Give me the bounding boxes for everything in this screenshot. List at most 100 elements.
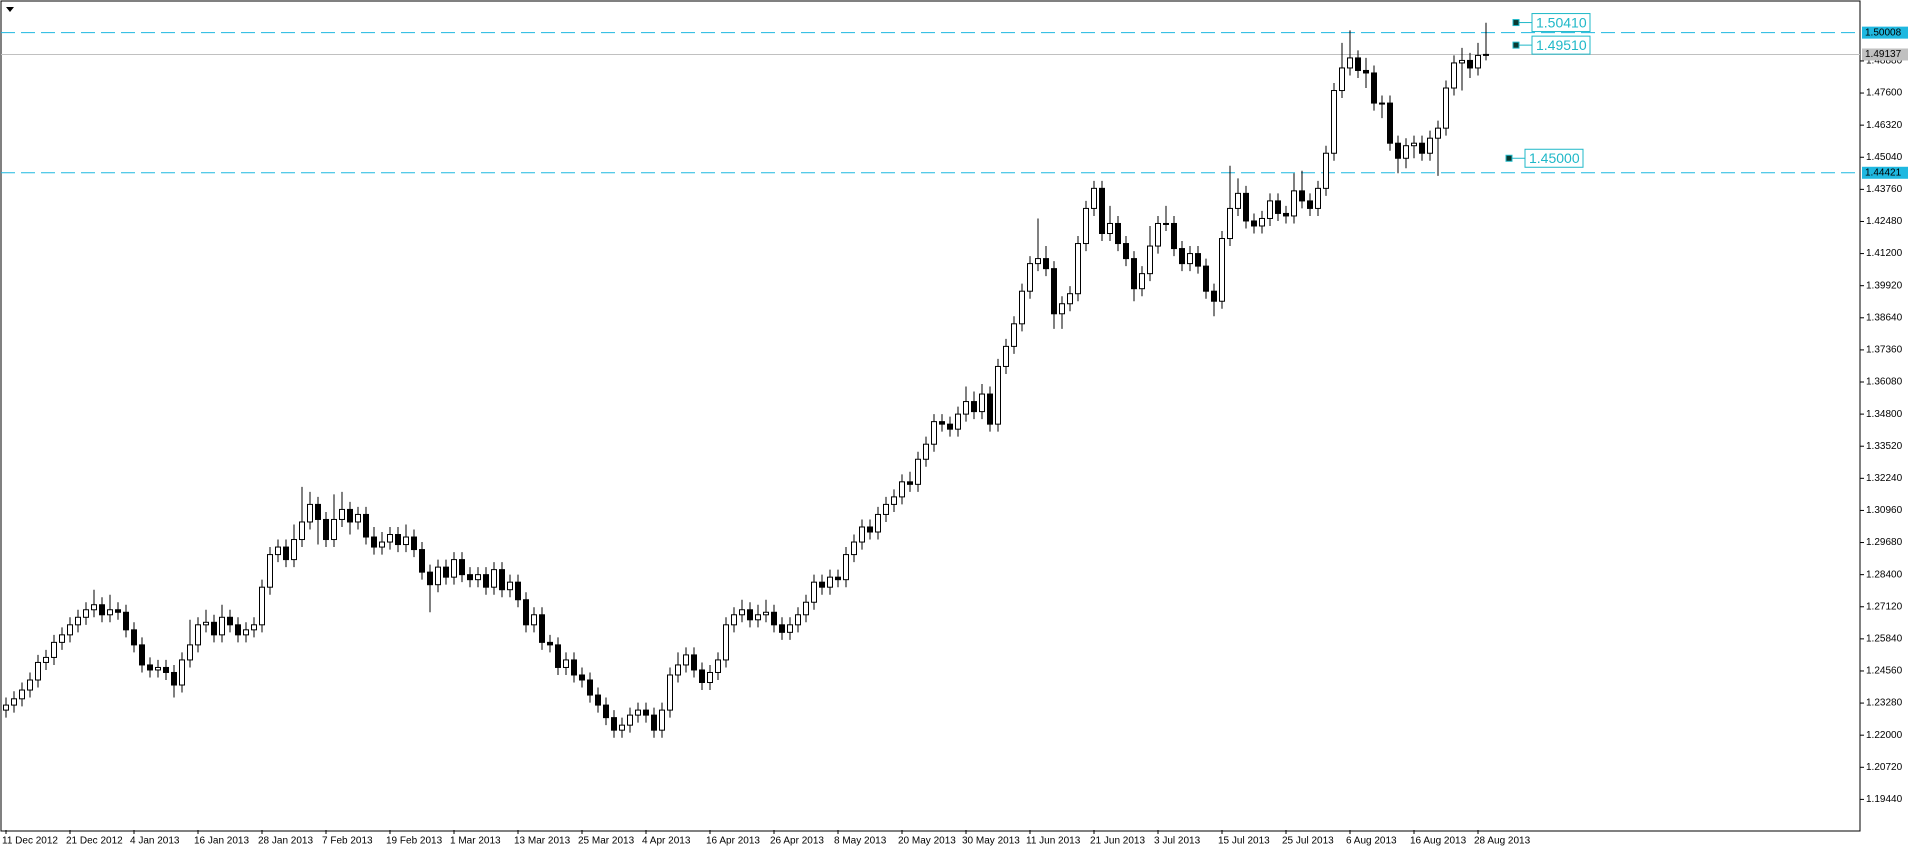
candle-body xyxy=(163,666,169,673)
candle-body xyxy=(667,674,673,711)
candle-body xyxy=(187,644,193,661)
x-tick-label: 4 Jan 2013 xyxy=(130,836,180,847)
x-tick-label: 15 Jul 2013 xyxy=(1218,836,1270,847)
candle-body xyxy=(1395,142,1401,159)
x-tick-label: 13 Mar 2013 xyxy=(514,836,571,847)
candle-body xyxy=(779,624,785,633)
x-tick-label: 21 Dec 2012 xyxy=(66,836,123,847)
candle-body xyxy=(1347,57,1353,69)
candle-body xyxy=(939,421,945,425)
y-tick-label: 1.43760 xyxy=(1866,184,1903,195)
candle-body xyxy=(315,503,321,520)
candle-body xyxy=(1043,258,1049,270)
candle-body xyxy=(875,513,881,533)
candle-body xyxy=(1075,243,1081,295)
candle-body xyxy=(1307,200,1313,209)
candle-body xyxy=(91,604,97,611)
x-tick-label: 26 Apr 2013 xyxy=(770,836,824,847)
candle-body xyxy=(1091,187,1097,209)
candle-body xyxy=(851,541,857,556)
x-tick-label: 6 Aug 2013 xyxy=(1346,836,1397,847)
annotation-box xyxy=(1531,35,1591,55)
candle-body xyxy=(1163,222,1169,225)
candle-body xyxy=(1483,53,1489,56)
candle-body xyxy=(771,611,777,626)
y-tick-label: 1.41200 xyxy=(1866,248,1903,259)
y-tick-label: 1.22000 xyxy=(1866,730,1903,741)
candle-body xyxy=(611,717,617,731)
candle-body xyxy=(443,566,449,578)
candle-body xyxy=(827,576,833,588)
candle-body xyxy=(619,724,625,731)
candle-body xyxy=(1235,192,1241,209)
candle-body xyxy=(571,659,577,676)
y-tick-label: 1.30960 xyxy=(1866,505,1903,516)
candle-body xyxy=(683,654,689,666)
price-line-label: 1.49137 xyxy=(1865,49,1902,60)
candle-body xyxy=(1139,273,1145,290)
candle-body xyxy=(355,513,361,523)
candle-body xyxy=(147,664,153,671)
candle-body xyxy=(371,536,377,548)
candle-body xyxy=(755,614,761,621)
candle-body xyxy=(651,714,657,731)
candle-body xyxy=(1299,190,1305,202)
candle-body xyxy=(411,536,417,551)
x-tick-label: 19 Feb 2013 xyxy=(386,836,443,847)
candle-body xyxy=(1171,222,1177,250)
candle-body xyxy=(251,624,257,631)
candle-body xyxy=(155,666,161,671)
candle-body xyxy=(275,546,281,556)
candle-body xyxy=(1275,200,1281,214)
candle-body xyxy=(43,656,49,663)
candle-body xyxy=(923,443,929,460)
candle-body xyxy=(1315,187,1321,209)
candle-body xyxy=(27,679,33,691)
y-tick-label: 1.47600 xyxy=(1866,88,1903,99)
candle-body xyxy=(915,458,921,485)
x-tick-label: 16 Apr 2013 xyxy=(706,836,760,847)
candle-body xyxy=(419,549,425,573)
candle-body xyxy=(1107,222,1113,235)
x-tick-label: 16 Aug 2013 xyxy=(1410,836,1467,847)
y-tick-label: 1.45040 xyxy=(1866,152,1903,163)
candle-body xyxy=(475,574,481,581)
candle-body xyxy=(811,581,817,603)
candle-body xyxy=(1123,243,1129,260)
annotation-marker xyxy=(1512,41,1520,49)
candle-body xyxy=(123,611,129,631)
x-tick-label: 8 May 2013 xyxy=(834,836,887,847)
candle-body xyxy=(51,641,57,658)
x-tick-label: 7 Feb 2013 xyxy=(322,836,373,847)
candle-body xyxy=(699,669,705,684)
candle-body xyxy=(1011,323,1017,347)
annotation-label: 1.50410 xyxy=(1536,14,1587,30)
candle-body xyxy=(1251,220,1257,227)
candle-body xyxy=(99,604,105,616)
annotation-box xyxy=(1524,148,1584,168)
candle-body xyxy=(35,661,41,681)
y-tick-label: 1.23280 xyxy=(1866,698,1903,709)
candle-body xyxy=(451,559,457,578)
candle-body xyxy=(995,365,1001,425)
candle-body xyxy=(555,644,561,668)
candle-body xyxy=(1227,207,1233,240)
x-tick-label: 30 May 2013 xyxy=(962,836,1020,847)
candle-body xyxy=(899,481,905,498)
y-tick-label: 1.48880 xyxy=(1866,56,1903,67)
candle-body xyxy=(627,714,633,726)
candle-body xyxy=(1035,258,1041,265)
candle-body xyxy=(787,624,793,633)
candle-body xyxy=(1291,190,1297,217)
candle-body xyxy=(1187,253,1193,265)
candle-body xyxy=(987,393,993,425)
candle-body xyxy=(531,614,537,626)
candle-body xyxy=(1259,217,1265,227)
candle-body xyxy=(387,534,393,543)
candle-body xyxy=(1203,265,1209,292)
candle-body xyxy=(971,401,977,413)
candle-body xyxy=(403,536,409,546)
menu-triangle[interactable] xyxy=(6,7,14,12)
plot-frame xyxy=(0,0,1861,832)
candle-body xyxy=(1243,192,1249,222)
